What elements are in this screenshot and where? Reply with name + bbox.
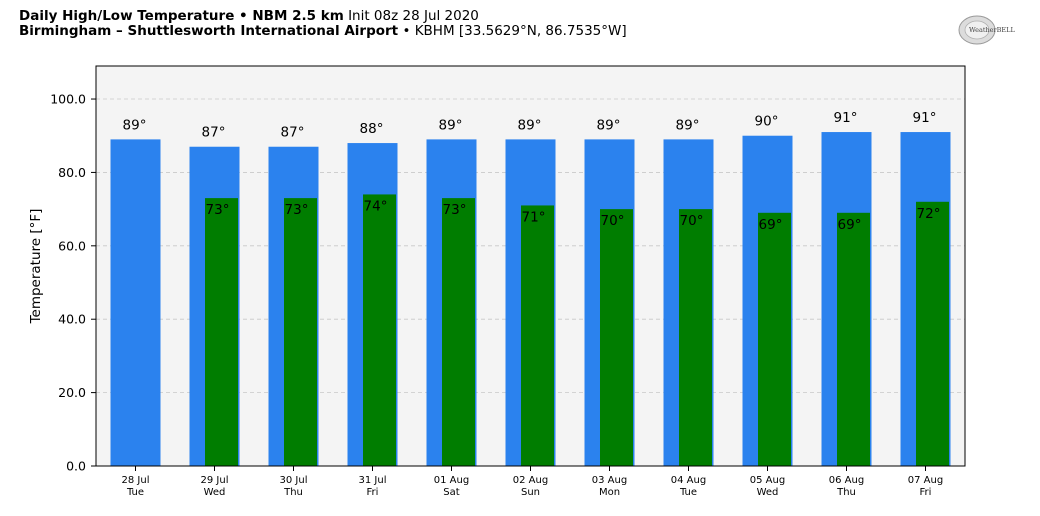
x-tick-date: 01 Aug <box>434 475 469 486</box>
y-tick-label: 40.0 <box>58 312 86 327</box>
low-temp-bar <box>521 205 554 467</box>
x-tick-date: 28 Jul <box>122 475 150 486</box>
x-tick-date: 30 Jul <box>280 475 308 486</box>
high-temp-label: 89° <box>518 117 542 133</box>
x-tick-day: Sat <box>443 487 459 498</box>
low-temp-bar <box>837 212 870 466</box>
low-temperature-bars <box>205 194 949 467</box>
high-temp-label: 89° <box>439 117 463 133</box>
station-coordinates: • KBHM [33.5629°N, 86.7535°W] <box>402 23 627 39</box>
high-temp-label: 87° <box>202 125 226 141</box>
x-tick-date: 04 Aug <box>671 475 706 486</box>
high-temp-label: 89° <box>597 117 621 133</box>
low-temp-bar <box>916 201 949 466</box>
low-temp-label: 73° <box>206 202 230 218</box>
x-tick-day: Tue <box>679 487 697 498</box>
x-tick-day: Wed <box>757 487 779 498</box>
x-tick-day: Fri <box>367 487 379 498</box>
high-temp-label: 91° <box>834 110 858 126</box>
station-name: Birmingham – Shuttlesworth International… <box>19 23 399 39</box>
low-temp-bar <box>758 212 791 466</box>
chart-title-line-1: Daily High/Low Temperature • NBM 2.5 km … <box>19 9 627 24</box>
chart-title: Daily High/Low Temperature • NBM 2.5 km <box>19 8 344 24</box>
x-tick-date: 31 Jul <box>359 475 387 486</box>
x-tick-date: 07 Aug <box>908 475 943 486</box>
low-temp-bar <box>679 209 712 466</box>
logo-text: WeatherBELL <box>969 26 1015 34</box>
high-temp-label: 89° <box>676 117 700 133</box>
low-temp-bar <box>205 198 238 466</box>
low-temp-bar <box>284 198 317 466</box>
low-temp-label: 74° <box>364 198 388 214</box>
low-temp-bar <box>442 198 475 466</box>
y-tick-label: 100.0 <box>50 92 86 107</box>
x-tick-day: Tue <box>126 487 144 498</box>
x-tick-date: 29 Jul <box>201 475 229 486</box>
low-temp-bar <box>600 209 633 466</box>
low-temp-label: 73° <box>285 202 309 218</box>
chart-title-line-2: Birmingham – Shuttlesworth International… <box>19 24 627 39</box>
high-temp-label: 87° <box>281 125 305 141</box>
data-labels: 89° 87° 73° 87° 73° 88° 74° 89° 73° 89° 71° 89° 70° 8… <box>123 110 941 233</box>
x-tick-day: Mon <box>599 487 620 498</box>
high-temp-label: 90° <box>755 114 779 130</box>
weatherbell-logo: WeatherBELL <box>958 15 1015 45</box>
x-tick-day: Thu <box>283 487 303 498</box>
x-tick-date: 03 Aug <box>592 475 627 486</box>
x-tick-date: 05 Aug <box>750 475 785 486</box>
x-tick-day: Wed <box>204 487 226 498</box>
high-temp-label: 89° <box>123 117 147 133</box>
high-temp-label: 91° <box>913 110 937 126</box>
y-tick-label: 60.0 <box>58 238 86 253</box>
low-temp-label: 69° <box>759 217 783 233</box>
x-tick-date: 06 Aug <box>829 475 864 486</box>
low-temp-bar <box>363 194 396 466</box>
x-tick-day: Sun <box>521 487 540 498</box>
y-axis-ticks: 0.0 20.0 40.0 60.0 80.0 100.0 <box>50 92 96 474</box>
x-tick-date: 02 Aug <box>513 475 548 486</box>
x-tick-day: Fri <box>920 487 932 498</box>
y-tick-label: 20.0 <box>58 385 86 400</box>
low-temp-label: 73° <box>443 202 467 218</box>
y-tick-label: 0.0 <box>66 459 86 474</box>
low-temp-label: 70° <box>601 213 625 229</box>
high-temp-label: 88° <box>360 121 384 137</box>
y-axis-label: Temperature [°F] <box>28 209 44 325</box>
init-time: Init 08z 28 Jul 2020 <box>348 8 479 24</box>
low-temp-label: 70° <box>680 213 704 229</box>
low-temp-label: 72° <box>917 206 941 222</box>
x-tick-day: Thu <box>836 487 856 498</box>
chart-title-block: Daily High/Low Temperature • NBM 2.5 km … <box>19 9 627 39</box>
high-temp-bar <box>110 139 161 466</box>
low-temp-label: 71° <box>522 209 546 225</box>
low-temp-label: 69° <box>838 217 862 233</box>
y-tick-label: 80.0 <box>58 165 86 180</box>
